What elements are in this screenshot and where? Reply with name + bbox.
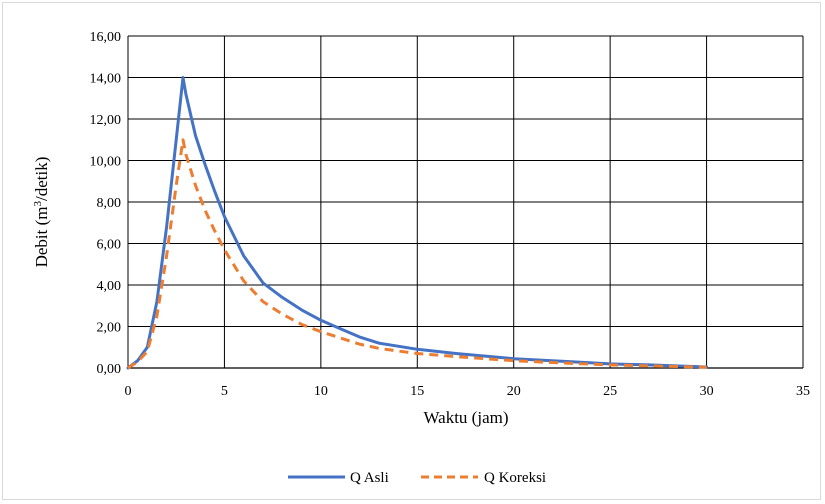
x-tick-labels: 0 5 10 15 20 25 30 35: [125, 384, 811, 399]
y-tick-label: 0,00: [97, 362, 122, 377]
y-axis-title-main: Debit (m: [32, 206, 51, 267]
y-tick-label: 2,00: [97, 321, 122, 336]
legend-label-q-koreksi: Q Koreksi: [484, 470, 546, 486]
x-tick-label: 35: [796, 384, 810, 399]
x-tick-label: 25: [603, 384, 617, 399]
y-tick-label: 4,00: [97, 279, 122, 294]
y-axis-title-tail: /detik): [32, 157, 51, 201]
y-tick-labels: 0,00 2,00 4,00 6,00 8,00 10,00 12,00 14,00 16,00: [90, 30, 122, 377]
y-tick-label: 14,00: [90, 72, 122, 87]
x-tick-label: 0: [125, 384, 132, 399]
y-tick-label: 10,00: [90, 155, 122, 170]
legend-label-q-asli: Q Asli: [350, 470, 389, 486]
x-axis-title: Waktu (jam): [423, 408, 508, 427]
y-tick-label: 16,00: [90, 30, 122, 45]
y-tick-label: 8,00: [97, 196, 122, 211]
legend: Q Asli Q Koreksi: [288, 470, 546, 486]
x-tick-label: 20: [507, 384, 521, 399]
x-tick-label: 15: [410, 384, 424, 399]
y-tick-label: 6,00: [97, 238, 122, 253]
x-tick-label: 10: [314, 384, 328, 399]
grid: [128, 36, 803, 368]
y-axis-title: Debit (m3/detik): [32, 157, 51, 268]
x-tick-label: 5: [221, 384, 228, 399]
x-tick-label: 30: [700, 384, 714, 399]
y-tick-label: 12,00: [90, 113, 122, 128]
